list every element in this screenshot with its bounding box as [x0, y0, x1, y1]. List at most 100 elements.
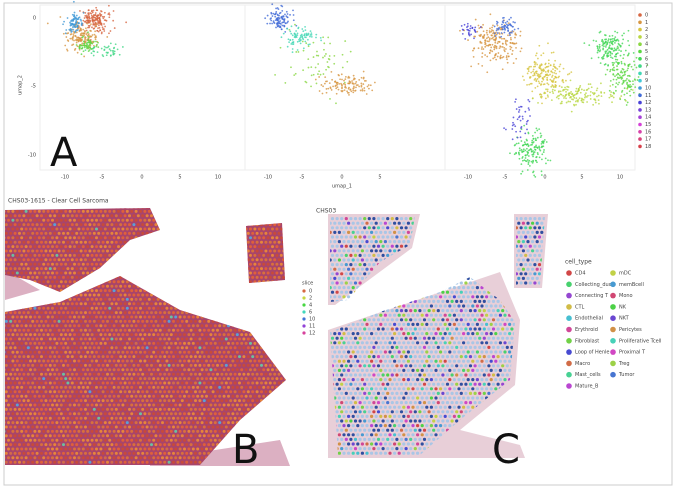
- umap-point: [637, 79, 639, 81]
- umap-point: [594, 92, 596, 94]
- spot: [126, 333, 129, 336]
- umap-point: [325, 81, 327, 83]
- spot: [157, 377, 160, 380]
- spot: [62, 258, 65, 261]
- umap-point: [274, 16, 276, 18]
- spot: [108, 333, 111, 336]
- spot: [106, 399, 109, 402]
- spot: [163, 390, 166, 393]
- umap-point: [277, 14, 279, 16]
- spot: [218, 368, 221, 371]
- umap-point: [486, 30, 488, 32]
- spot: [80, 390, 83, 393]
- spot: [42, 307, 45, 310]
- spot: [275, 228, 278, 231]
- umap-point: [476, 31, 478, 33]
- spot: [201, 377, 204, 380]
- spot: [225, 302, 228, 305]
- spot: [269, 285, 272, 288]
- spot: [260, 258, 263, 261]
- spot: [42, 333, 45, 336]
- spot: [194, 258, 197, 261]
- spot: [93, 250, 96, 253]
- spot: [9, 223, 12, 226]
- umap-point: [113, 54, 115, 56]
- spot: [62, 241, 65, 244]
- spot: [64, 368, 67, 371]
- spot: [187, 360, 190, 363]
- spot: [82, 228, 85, 231]
- umap-point: [323, 73, 325, 75]
- spot: [220, 346, 223, 349]
- spot: [38, 324, 41, 327]
- spot: [262, 342, 265, 345]
- umap-point: [548, 66, 550, 68]
- umap-point: [350, 88, 352, 90]
- spot: [25, 351, 28, 354]
- spot: [117, 386, 120, 389]
- umap-point: [504, 32, 506, 34]
- spot: [75, 232, 78, 235]
- umap-point: [562, 80, 564, 82]
- spot: [69, 280, 72, 283]
- spot: [58, 320, 61, 323]
- spot: [146, 320, 149, 323]
- spot: [234, 355, 237, 358]
- spot: [154, 364, 157, 367]
- spot: [229, 382, 232, 385]
- umap-point: [520, 140, 522, 142]
- spot: [106, 329, 109, 332]
- spot: [115, 206, 118, 209]
- spot: [214, 210, 217, 213]
- spot: [113, 395, 116, 398]
- umap-point: [271, 23, 273, 25]
- umap-point: [617, 47, 619, 49]
- spot: [99, 368, 102, 371]
- spot: [60, 280, 63, 283]
- spot: [152, 236, 155, 239]
- spot: [64, 316, 67, 319]
- x-tick-label: 0: [543, 175, 546, 181]
- umap-point: [480, 26, 482, 28]
- spot: [27, 214, 30, 217]
- spot: [212, 373, 215, 376]
- spot: [196, 245, 199, 248]
- umap-point: [77, 29, 79, 31]
- spot: [271, 263, 274, 266]
- x-tick-label: 5: [378, 175, 381, 181]
- spot: [108, 289, 111, 292]
- spot: [88, 373, 91, 376]
- umap-point: [293, 74, 295, 76]
- spot: [157, 368, 160, 371]
- umap-point: [521, 106, 523, 108]
- spot: [181, 276, 184, 279]
- spot: [38, 228, 41, 231]
- spot: [82, 254, 85, 257]
- legend-swatch: [638, 64, 642, 68]
- umap-point: [493, 49, 495, 51]
- spot: [25, 386, 28, 389]
- spot: [242, 250, 245, 253]
- spot: [192, 368, 195, 371]
- umap-point: [474, 30, 476, 32]
- spot: [40, 250, 43, 253]
- spot: [33, 298, 36, 301]
- umap-point: [531, 161, 533, 163]
- umap-point: [275, 27, 277, 29]
- spot: [157, 245, 160, 248]
- spot: [271, 377, 274, 380]
- spot: [14, 302, 17, 305]
- spot: [135, 210, 138, 213]
- spot: [258, 298, 261, 301]
- spot: [77, 210, 80, 213]
- spot: [31, 250, 34, 253]
- legend-label: 15: [645, 122, 651, 128]
- spot: [238, 232, 241, 235]
- umap-point: [533, 138, 535, 140]
- umap-point: [349, 77, 351, 79]
- spot: [256, 390, 259, 393]
- panel-title: CHS03-1615 - Clear Cell Sarcoma: [8, 198, 109, 205]
- spot: [205, 272, 208, 275]
- spot: [14, 355, 17, 358]
- spot: [93, 338, 96, 341]
